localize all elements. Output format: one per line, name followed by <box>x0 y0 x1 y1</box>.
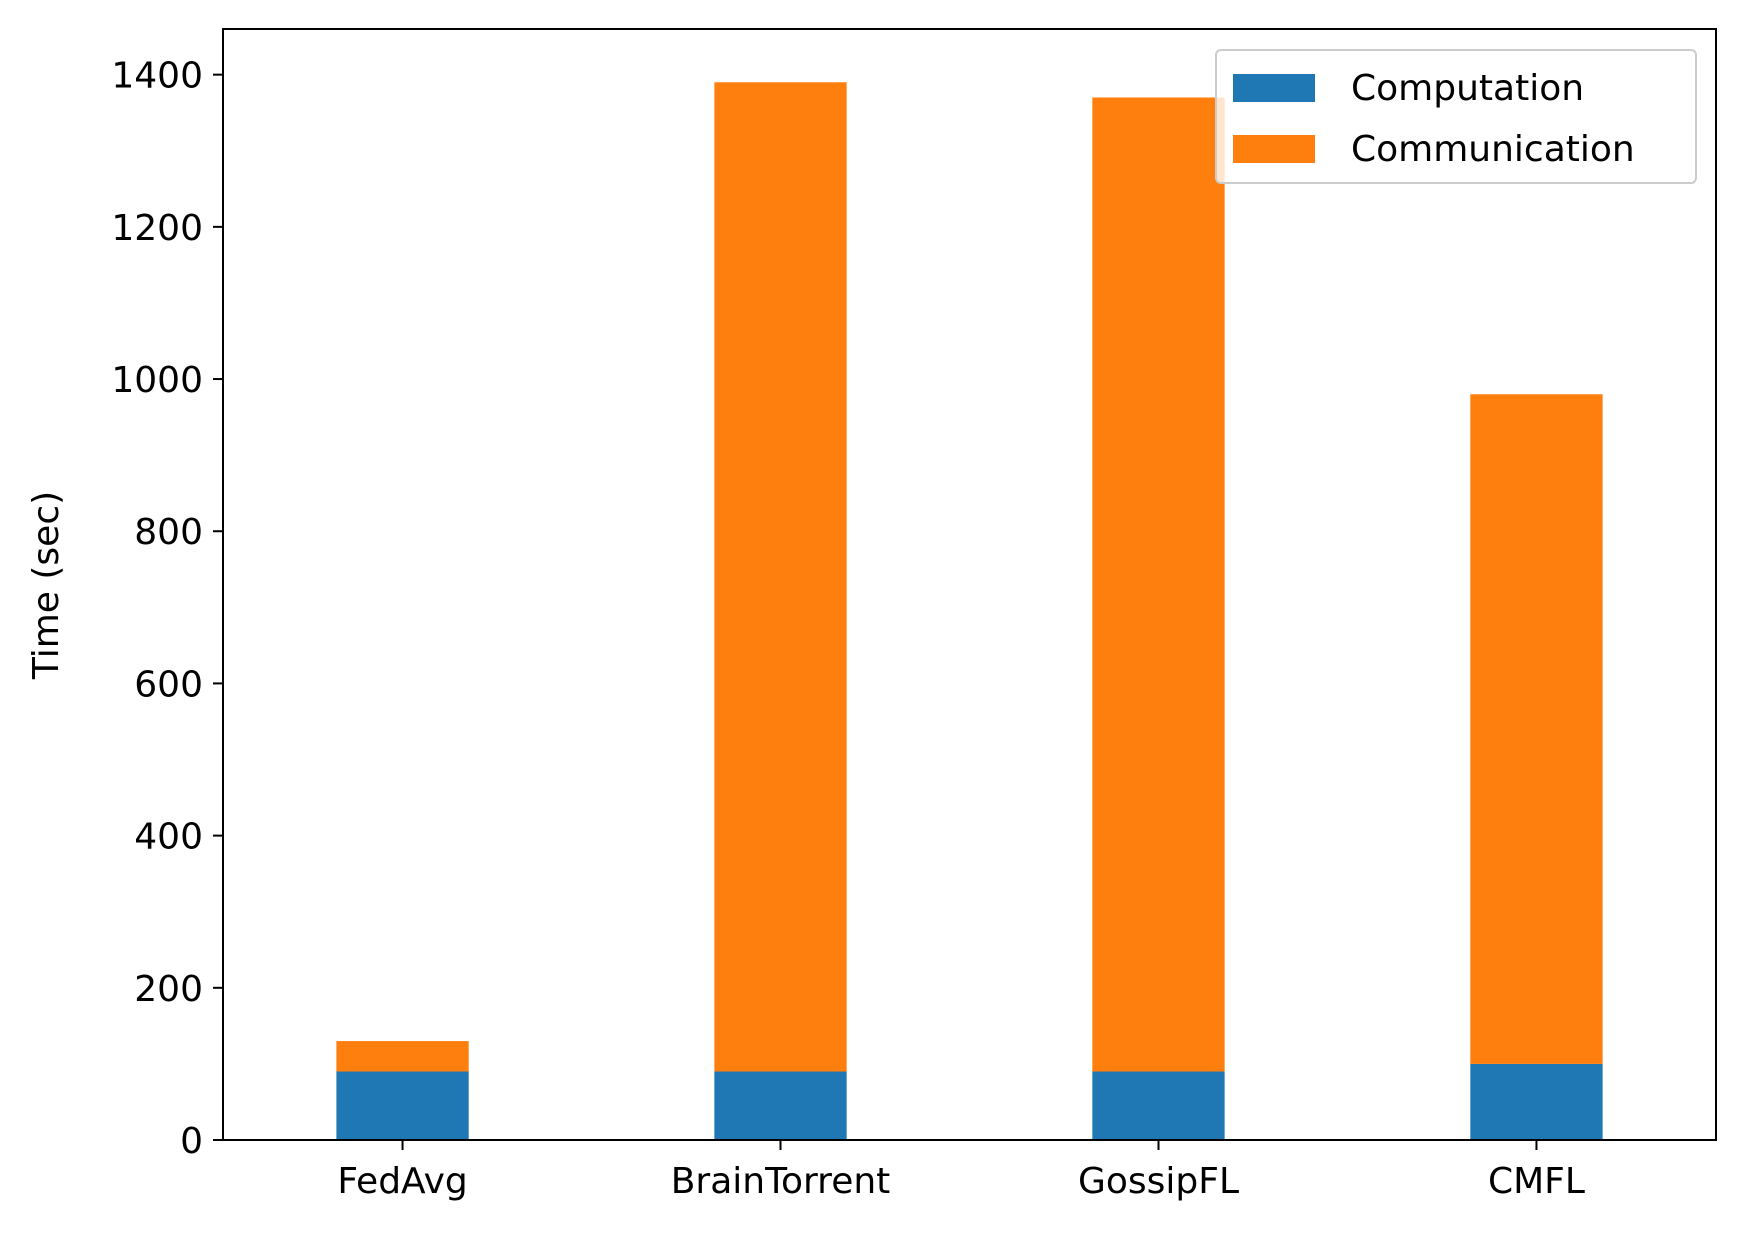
y-tick-label: 1200 <box>111 208 203 249</box>
y-axis-label: Time (sec) <box>26 491 67 680</box>
bar-computation-cmfl <box>1470 1063 1603 1140</box>
bar-computation-braintorrent <box>714 1071 847 1140</box>
legend-label-communication: Communication <box>1351 129 1635 170</box>
legend: Computation Communication <box>1215 49 1697 184</box>
bar-communication-gossipfl <box>1092 97 1225 1072</box>
y-tick-label: 800 <box>134 512 203 553</box>
legend-swatch-computation <box>1233 74 1315 102</box>
y-tick-label: 0 <box>180 1121 203 1162</box>
bar-computation-fedavg <box>336 1071 469 1140</box>
y-tick-label: 1000 <box>111 360 203 401</box>
y-tick-label: 1400 <box>111 56 203 97</box>
y-axis: 0 200 400 600 800 1000 1200 1400 <box>111 56 223 1162</box>
x-tick-label: GossipFL <box>1078 1161 1239 1202</box>
y-tick-label: 400 <box>134 817 203 858</box>
bar-communication-cmfl <box>1470 394 1603 1064</box>
bar-communication-braintorrent <box>714 82 847 1072</box>
bars-group <box>336 82 1603 1140</box>
bar-computation-gossipfl <box>1092 1071 1225 1140</box>
plot-area <box>223 29 1716 1140</box>
legend-box <box>1215 49 1697 184</box>
legend-label-computation: Computation <box>1351 68 1584 109</box>
legend-swatch-communication <box>1233 135 1315 163</box>
x-tick-label: BrainTorrent <box>671 1161 891 1202</box>
y-tick-label: 200 <box>134 969 203 1010</box>
bar-communication-fedavg <box>336 1041 469 1072</box>
x-tick-label: FedAvg <box>337 1161 467 1202</box>
x-tick-label: CMFL <box>1488 1161 1585 1202</box>
x-axis: FedAvg BrainTorrent GossipFL CMFL <box>337 1140 1585 1202</box>
plot-frame <box>222 28 1717 1141</box>
y-tick-label: 600 <box>134 664 203 705</box>
